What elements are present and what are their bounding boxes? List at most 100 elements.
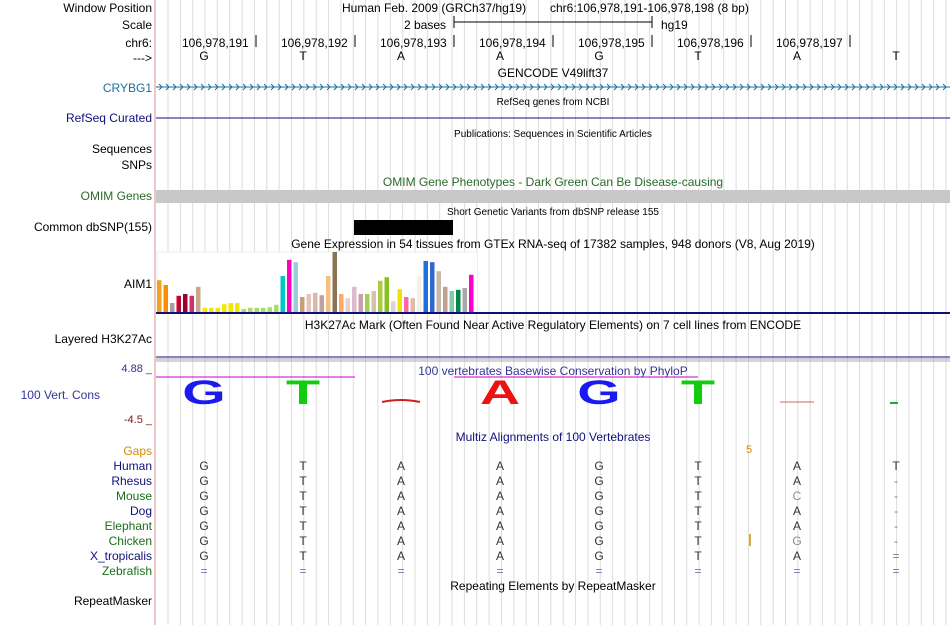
position-text[interactable]: chr6:106,978,191-106,978,198 (8 bp) xyxy=(550,1,749,15)
species-label-human[interactable]: Human xyxy=(113,459,152,473)
chevron-icon xyxy=(291,83,296,91)
chevron-icon xyxy=(690,83,695,91)
chevron-icon xyxy=(648,83,653,91)
alignment-base: T xyxy=(694,459,702,473)
chevron-icon xyxy=(851,83,856,91)
alignment-base: A xyxy=(495,549,504,563)
alignment-base: G xyxy=(594,504,604,518)
omim-title: OMIM Gene Phenotypes - Dark Green Can Be… xyxy=(382,175,724,189)
gtex-bar xyxy=(391,301,396,312)
snps-label[interactable]: SNPs xyxy=(121,158,152,172)
gtex-bar xyxy=(306,294,311,312)
strand-label: ---> xyxy=(133,51,152,65)
gencode-gene-label[interactable]: CRYBG1 xyxy=(102,81,152,95)
dbsnp-title: Short Genetic Variants from dbSNP releas… xyxy=(447,207,659,218)
ruler-position: 106,978,196 xyxy=(677,36,744,50)
alignment-base: T xyxy=(694,489,702,503)
chevron-icon xyxy=(893,83,898,91)
ruler-position: 106,978,193 xyxy=(380,36,447,50)
chevron-icon xyxy=(557,83,562,91)
chevron-icon xyxy=(298,83,303,91)
chevron-icon xyxy=(795,83,800,91)
alignment-base: - xyxy=(894,534,898,548)
h3k27ac-label[interactable]: Layered H3K27Ac xyxy=(54,332,152,346)
gtex-bar xyxy=(339,294,344,312)
refseq-label[interactable]: RefSeq Curated xyxy=(65,111,152,125)
alignment-base: A xyxy=(396,459,405,473)
gtex-bar xyxy=(326,276,331,312)
chevron-icon xyxy=(326,83,331,91)
species-label-x_tropicalis[interactable]: X_tropicalis xyxy=(89,549,152,563)
alignment-base: G xyxy=(199,459,209,473)
species-label-zebrafish[interactable]: Zebrafish xyxy=(101,564,152,578)
chevron-icon xyxy=(788,83,793,91)
repeatmasker-label[interactable]: RepeatMasker xyxy=(73,594,152,608)
omim-label[interactable]: OMIM Genes xyxy=(80,189,152,203)
gtex-bar xyxy=(267,307,272,312)
alignment-base: = xyxy=(496,564,504,578)
chevron-icon xyxy=(452,83,457,91)
gtex-bar xyxy=(462,288,467,312)
species-label-rhesus[interactable]: Rhesus xyxy=(111,474,152,488)
gtex-bar xyxy=(365,294,370,312)
chevron-icon xyxy=(410,83,415,91)
alignment-base: A xyxy=(792,549,801,563)
alignment-base: T xyxy=(694,504,702,518)
chevron-icon xyxy=(823,83,828,91)
gtex-gene-label[interactable]: AIM1 xyxy=(123,277,152,291)
chevron-icon xyxy=(200,83,205,91)
alignment-base: G xyxy=(199,534,209,548)
chevron-icon xyxy=(942,83,947,91)
chevron-icon xyxy=(613,83,618,91)
chevron-icon xyxy=(193,83,198,91)
chevron-icon xyxy=(228,83,233,91)
species-label-dog[interactable]: Dog xyxy=(129,504,152,518)
phylop-label[interactable]: 100 Vert. Cons xyxy=(20,388,100,402)
alignment-base: T xyxy=(694,519,702,533)
pubs-title: Publications: Sequences in Scientific Ar… xyxy=(454,129,652,140)
chevron-icon xyxy=(592,83,597,91)
gtex-bar xyxy=(313,292,318,312)
chevron-icon xyxy=(284,83,289,91)
chevron-icon xyxy=(627,83,632,91)
chevron-icon xyxy=(186,83,191,91)
chevron-icon xyxy=(620,83,625,91)
chevron-icon xyxy=(515,83,520,91)
dbsnp-label[interactable]: Common dbSNP(155) xyxy=(33,220,152,234)
chevron-icon xyxy=(746,83,751,91)
chevron-icon xyxy=(438,83,443,91)
gtex-bar xyxy=(358,294,363,312)
chevron-icon xyxy=(480,83,485,91)
alignment-base: T xyxy=(299,519,307,533)
chevron-icon xyxy=(732,83,737,91)
species-label-mouse[interactable]: Mouse xyxy=(115,489,152,503)
phylop-logo-letter: T xyxy=(681,373,715,411)
h3k27ac-title: H3K27Ac Mark (Often Found Near Active Re… xyxy=(304,318,802,332)
gtex-bar xyxy=(378,280,383,312)
alignment-base: - xyxy=(894,519,898,533)
gtex-bar xyxy=(183,294,188,312)
chevron-icon xyxy=(242,83,247,91)
chevron-icon xyxy=(900,83,905,91)
alignment-base: A xyxy=(792,519,801,533)
base-letter: G xyxy=(594,49,604,63)
gtex-bar xyxy=(293,262,298,312)
gaps-value: 5 xyxy=(746,444,753,456)
chevron-icon xyxy=(872,83,877,91)
sequences-label[interactable]: Sequences xyxy=(91,142,152,156)
species-label-chicken[interactable]: Chicken xyxy=(108,534,152,548)
alignment-base: G xyxy=(594,549,604,563)
alignment-base: A xyxy=(495,534,504,548)
chevron-icon xyxy=(676,83,681,91)
gtex-bar xyxy=(163,285,168,312)
alignment-base: = xyxy=(299,564,307,578)
gtex-bar xyxy=(215,307,220,312)
chevron-icon xyxy=(774,83,779,91)
chevron-icon xyxy=(165,83,170,91)
species-label-elephant[interactable]: Elephant xyxy=(104,519,152,533)
gtex-bar xyxy=(443,286,448,312)
alignment-base: = xyxy=(793,564,801,578)
phylop-logo-letter: A xyxy=(480,373,520,411)
chevron-icon xyxy=(487,83,492,91)
alignment-base: G xyxy=(199,489,209,503)
